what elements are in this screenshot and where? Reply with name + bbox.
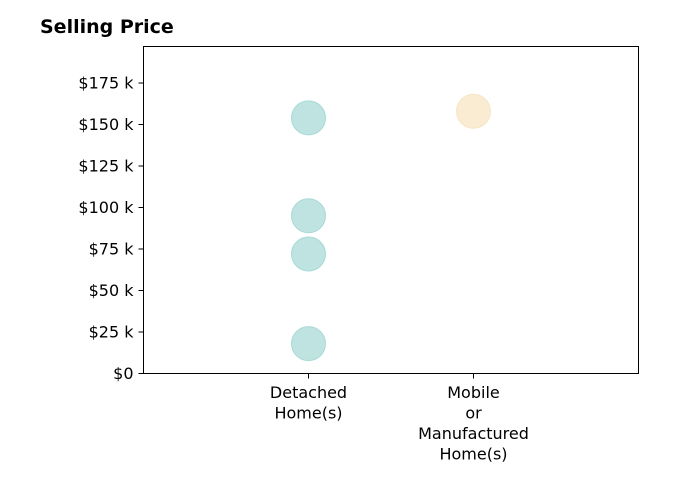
y-tick-label: $75 k bbox=[89, 240, 135, 259]
data-point bbox=[291, 100, 326, 136]
y-tick-label: $100 k bbox=[78, 198, 134, 217]
data-point bbox=[291, 326, 326, 362]
y-tick-label: $125 k bbox=[78, 157, 134, 176]
y-tick-label: $50 k bbox=[89, 281, 135, 300]
x-axis: Detached Home(s) Mobile or Manufactured Home(… bbox=[270, 373, 529, 464]
y-tick-label: $175 k bbox=[78, 74, 134, 93]
x-tick-label-line: Home(s) bbox=[274, 404, 342, 423]
x-tick-label-line: Home(s) bbox=[439, 445, 507, 464]
y-tick-label: $0 bbox=[113, 364, 133, 383]
y-tick-label: $25 k bbox=[89, 323, 135, 342]
x-tick-label-line: or bbox=[465, 404, 482, 423]
data-point bbox=[456, 93, 491, 129]
x-tick-label: Detached Home(s) bbox=[270, 383, 347, 423]
data-points bbox=[291, 93, 491, 362]
plot-frame bbox=[143, 46, 639, 374]
x-tick-label-line: Manufactured bbox=[418, 424, 529, 443]
x-tick-label: Mobile or Manufactured Home(s) bbox=[418, 383, 529, 464]
data-point bbox=[291, 198, 326, 234]
data-point bbox=[291, 236, 326, 272]
x-tick-label-line: Mobile bbox=[447, 383, 499, 402]
y-tick-label: $150 k bbox=[78, 115, 134, 134]
chart-title: Selling Price bbox=[40, 16, 174, 38]
y-axis: $0 $25 k $50 k $75 k $100 k $125 k $150 k $175 … bbox=[78, 74, 144, 383]
x-tick-label-line: Detached bbox=[270, 383, 347, 402]
